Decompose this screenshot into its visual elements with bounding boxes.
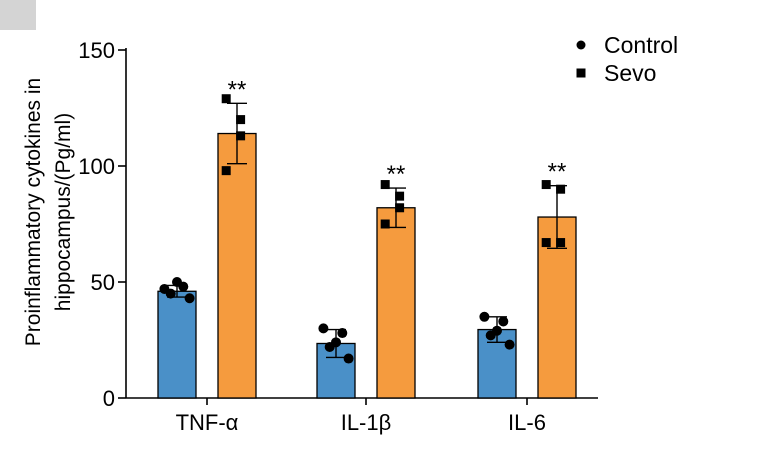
data-point-sevo: [236, 131, 246, 141]
significance-annotation: **: [548, 159, 567, 186]
data-point-sevo: [221, 94, 231, 104]
legend-marker-sevo: [576, 68, 586, 78]
legend-marker-control: [576, 40, 586, 50]
data-point-control: [172, 277, 182, 287]
y-axis-label: Proinflammatory cytokines in hippocampus…: [22, 78, 75, 346]
data-point-control: [324, 341, 335, 352]
data-point-control: [318, 323, 329, 334]
data-point-sevo: [556, 238, 566, 248]
y-axis-label-line1: Proinflammatory cytokines in: [22, 78, 45, 346]
data-point-control: [337, 328, 348, 339]
legend-label-control: Control: [604, 32, 678, 58]
data-point-control: [504, 339, 515, 350]
data-point-control: [498, 316, 509, 327]
data-point-control: [184, 293, 195, 304]
panel-label-fragment: [0, 0, 36, 30]
y-tick-label: 150: [78, 38, 115, 63]
data-point-sevo: [541, 238, 551, 248]
data-point-sevo: [395, 191, 405, 201]
bar-control: [157, 290, 197, 399]
bar-sevo: [376, 207, 416, 399]
axes: 0 50 100 150 TNF-α IL-1β IL-6: [78, 38, 598, 435]
data-point-sevo: [236, 115, 246, 125]
y-tick-label: 50: [91, 270, 115, 295]
data-point-control: [479, 311, 490, 322]
data-point-sevo: [380, 180, 390, 190]
legend-label-sevo: Sevo: [604, 60, 656, 86]
data-point-sevo: [221, 166, 231, 176]
data-point-sevo: [395, 203, 405, 213]
data-point-sevo: [380, 219, 390, 229]
y-tick-label: 0: [103, 386, 115, 411]
y-tick-label: 100: [78, 154, 115, 179]
data-point-control: [485, 330, 496, 341]
bars: ** ** **: [157, 76, 577, 399]
data-point-sevo: [541, 180, 551, 190]
data-point-control: [165, 288, 176, 299]
x-tick-label: TNF-α: [176, 410, 239, 435]
data-point-sevo: [556, 184, 566, 194]
data-point-control: [343, 353, 354, 364]
significance-annotation: **: [228, 76, 247, 103]
bar-sevo: [217, 132, 257, 399]
x-tick-label: IL-6: [508, 410, 546, 435]
significance-annotation: **: [387, 161, 406, 188]
y-axis-label-line2: hippocampus/(Pg/ml): [52, 113, 75, 311]
x-tick-label: IL-1β: [341, 410, 392, 435]
